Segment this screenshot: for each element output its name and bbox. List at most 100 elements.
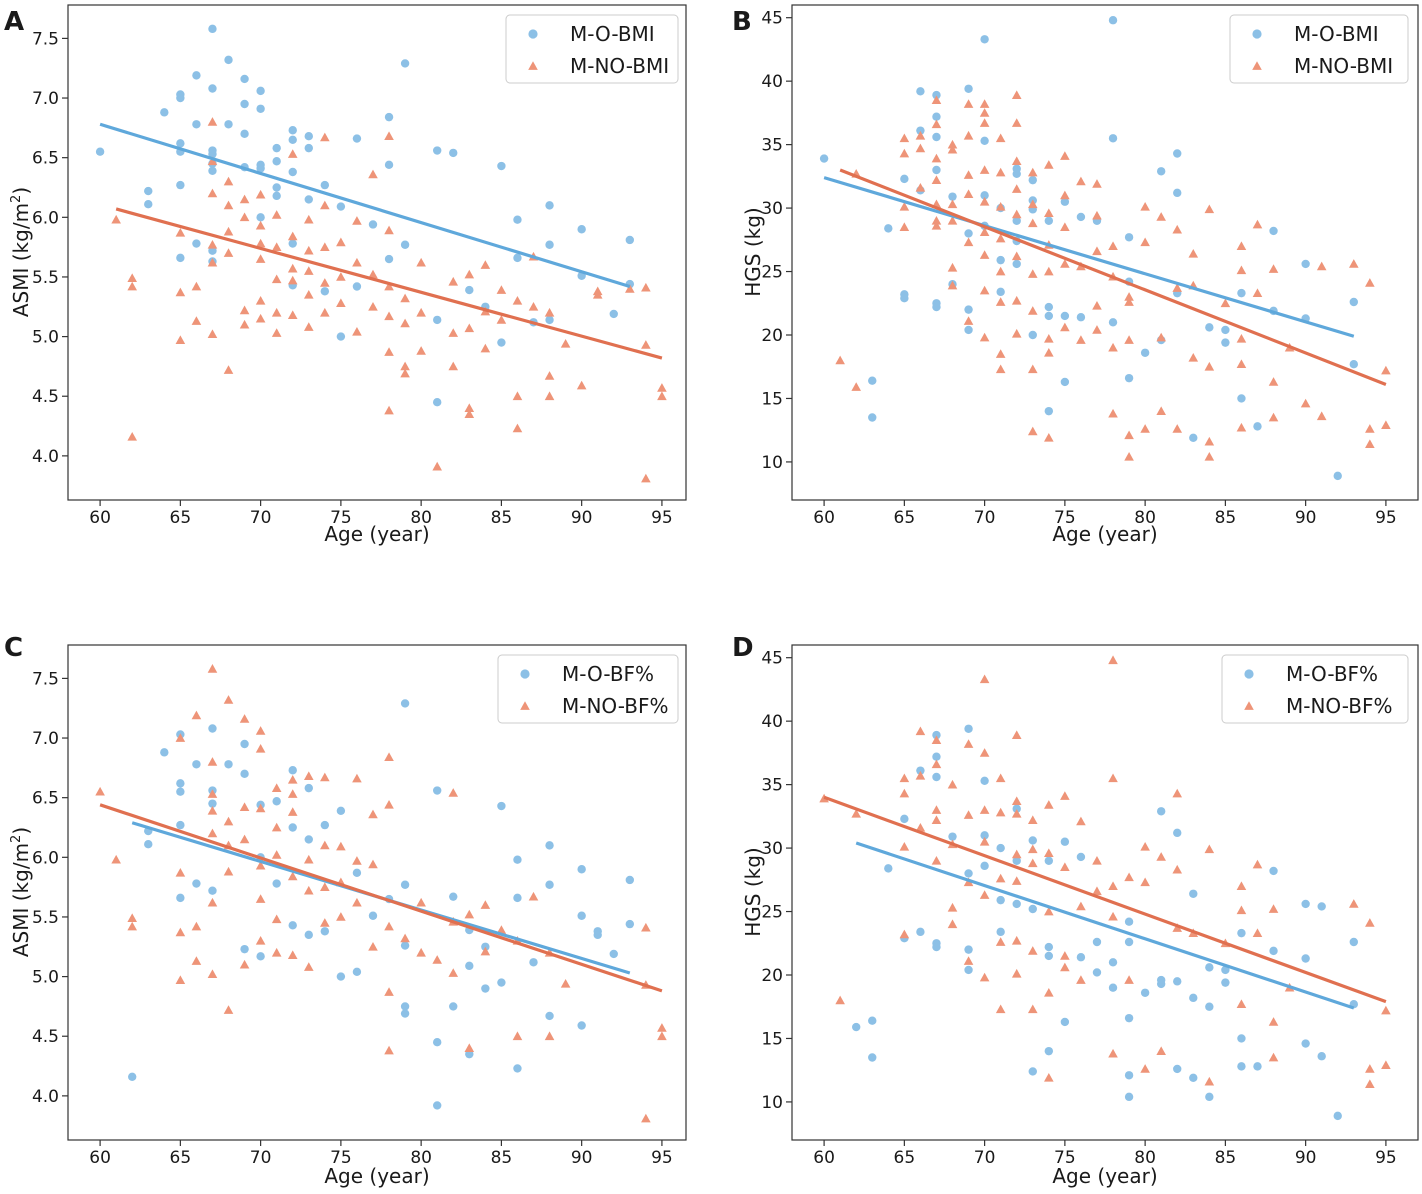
panel-a-ytick-label-4: 6.0 — [32, 208, 59, 228]
panel-d-point-s1-50 — [1044, 1073, 1054, 1082]
panel-c-point-s0-5 — [176, 779, 185, 788]
panel-c-point-s1-60 — [384, 752, 394, 761]
panel-d-chart: 60 65 70 75 80 85 90 95 10 15 20 25 30 35 40 45 Age (ye… — [741, 644, 1419, 1188]
panel-a-chart: 60 65 70 75 80 85 90 95 4.0 4.5 5.0 5.5 6.0 6.5 7.0 7.5… — [9, 4, 687, 546]
panel-b-point-s1-41 — [995, 233, 1006, 243]
panel-c-point-s1-39 — [287, 807, 298, 816]
panel-d-point-s1-48 — [1044, 906, 1054, 916]
panel-d-point-s1-24 — [979, 748, 990, 757]
panel-d-point-s0-46 — [1124, 1092, 1134, 1102]
panel-c-point-s1-47 — [320, 772, 330, 782]
panel-d-point-s1-31 — [995, 873, 1006, 883]
panel-a-point-s1-51 — [336, 272, 346, 281]
panel-a-point-s1-32 — [271, 274, 282, 284]
panel-b-chart: 60 65 70 75 80 85 90 95 10 15 20 25 30 35 40 45 Age (ye… — [741, 4, 1419, 546]
panel-d-point-s1-41 — [1027, 815, 1038, 824]
panel-b-point-s1-95 — [1156, 406, 1166, 415]
panel-a-point-s1-18 — [223, 248, 234, 257]
panel-d-point-s0-3 — [884, 864, 893, 873]
panel-b-point-s1-126 — [1381, 420, 1391, 429]
panel-b-point-s1-122 — [1365, 278, 1375, 287]
panel-b-point-s0-46 — [1076, 313, 1086, 322]
panel-c-point-s1-6 — [175, 927, 186, 937]
panel-a-point-s1-28 — [255, 296, 266, 305]
panel-a-point-s1-17 — [223, 226, 234, 236]
panel-d-point-s0-53 — [1173, 1064, 1182, 1074]
panel-a-point-s0-22 — [224, 120, 233, 129]
panel-b-point-s1-79 — [1092, 301, 1102, 310]
panel-b-point-s1-18 — [947, 144, 958, 154]
panel-a-point-s0-24 — [240, 99, 249, 109]
panel-c-point-s1-32 — [255, 936, 266, 945]
panel-b-point-s0-28 — [996, 287, 1005, 297]
panel-d-plot-frame — [791, 644, 1419, 1141]
panel-b-xtick-label-2: 70 — [974, 508, 996, 528]
panel-b-point-s0-48 — [1108, 16, 1118, 25]
panel-c-point-s0-9 — [192, 760, 201, 769]
panel-c-point-s1-46 — [303, 962, 314, 971]
panel-b-point-s0-64 — [1237, 288, 1246, 298]
panel-c-point-s0-66 — [593, 930, 602, 940]
panel-b-xtick-label-5: 85 — [1215, 508, 1237, 528]
panel-d-point-s1-11 — [931, 759, 942, 769]
panel-d-point-s1-47 — [1044, 848, 1054, 857]
panel-a-legend-marker-0 — [528, 29, 538, 39]
panel-b-ytick-label-3: 25 — [761, 263, 783, 283]
panel-a-point-s1-75 — [448, 361, 459, 371]
panel-a-point-s1-48 — [320, 278, 330, 287]
panel-d-point-s1-56 — [1076, 901, 1086, 911]
panel-b-point-s1-29 — [979, 99, 990, 108]
panel-a-point-s0-52 — [384, 160, 394, 170]
panel-b-point-s1-91 — [1140, 237, 1150, 247]
panel-a-point-s0-11 — [192, 120, 201, 129]
panel-a-point-s1-2 — [127, 281, 138, 291]
panel-d-point-s1-42 — [1027, 844, 1038, 854]
panel-a-point-s0-42 — [304, 143, 313, 153]
panel-d-point-s0-13 — [948, 832, 957, 841]
panel-b-xtick-label-6: 90 — [1295, 508, 1317, 528]
panel-c-legend-circle — [520, 669, 530, 679]
panel-c-point-s0-52 — [481, 984, 490, 993]
panel-d-point-s1-92 — [1381, 1005, 1391, 1015]
panel-c-point-s1-1 — [111, 854, 121, 864]
panel-a-point-s0-46 — [336, 202, 346, 211]
panel-c-point-s0-7 — [176, 820, 185, 830]
panel-a-point-s1-72 — [432, 461, 442, 471]
panel-b-point-s0-39 — [1044, 302, 1054, 312]
panel-a-ytick-label-5: 6.5 — [32, 149, 59, 169]
panel-b-point-s1-19 — [947, 199, 958, 209]
panel-b-xtick-label-1: 65 — [894, 508, 916, 528]
panel-b-point-s0-21 — [964, 325, 973, 335]
panel-a-xtick-label-0: 60 — [89, 508, 111, 528]
panel-d-ytick-label-0: 10 — [761, 1093, 783, 1113]
panel-b-point-s1-64 — [1044, 266, 1054, 276]
panel-c-point-s1-70 — [448, 788, 459, 797]
panel-a-point-s0-27 — [256, 86, 265, 96]
panel-c-point-s1-67 — [416, 947, 426, 957]
panel-c-point-s0-27 — [304, 783, 313, 793]
panel-d-xlabel: Age (year) — [1052, 1164, 1157, 1188]
panel-c-ytick-label-6: 7.0 — [32, 729, 59, 749]
panel-b-point-s1-73 — [1076, 176, 1086, 186]
panel-d-point-s1-34 — [1011, 730, 1022, 739]
panel-b-legend: M-O-BMI M-NO-BMI — [1229, 14, 1409, 84]
panel-d-point-s0-17 — [964, 965, 973, 975]
panel-a-point-s1-102 — [657, 391, 667, 401]
panel-b-point-s0-0 — [819, 154, 829, 163]
panel-c-point-s0-23 — [272, 879, 281, 888]
panel-a-point-s1-76 — [464, 269, 475, 279]
panel-b-point-s1-16 — [931, 221, 942, 230]
panel-b-point-s1-38 — [995, 133, 1006, 143]
panel-b-point-s0-7 — [916, 87, 925, 96]
panel-c-point-s1-21 — [223, 866, 234, 876]
panel-d-fit-line-s1 — [823, 795, 1387, 1004]
panel-a-point-s1-69 — [416, 257, 426, 267]
panel-a-point-s0-43 — [304, 195, 313, 204]
panel-c-point-s0-42 — [400, 1009, 410, 1018]
panel-a-point-s1-25 — [255, 220, 266, 230]
panel-a-point-s1-5 — [175, 287, 186, 297]
panel-a-point-s1-92 — [544, 391, 555, 401]
panel-b-point-s0-62 — [1221, 325, 1230, 335]
panel-c-point-s1-45 — [303, 885, 314, 895]
panel-d-point-s1-74 — [1172, 923, 1183, 932]
